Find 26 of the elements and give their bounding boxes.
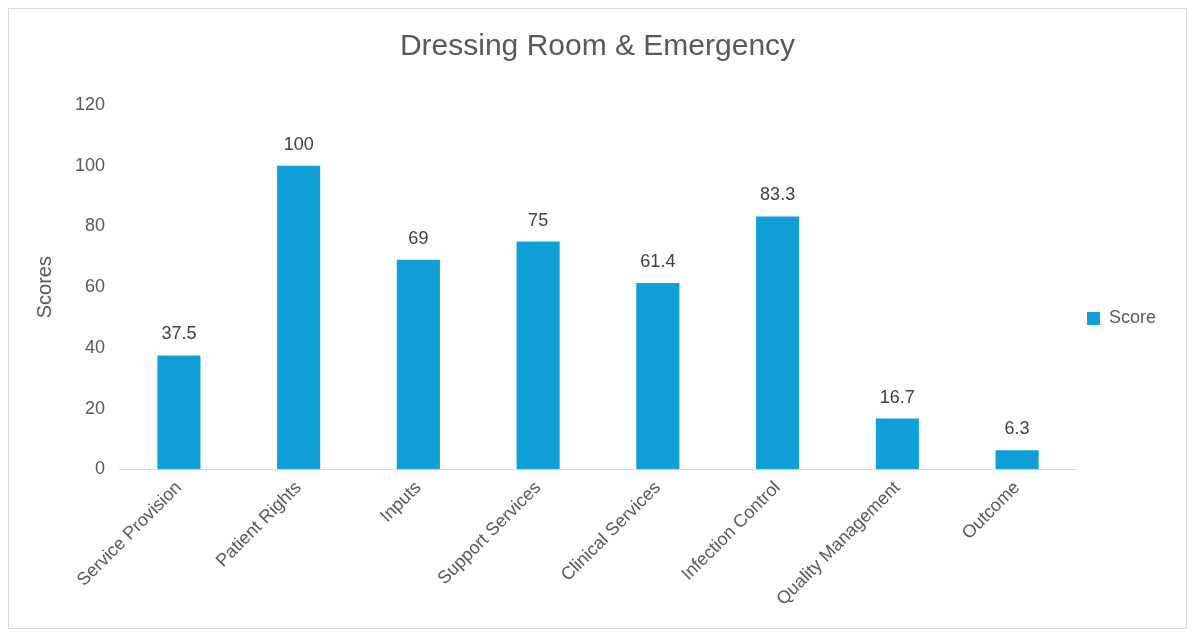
data-label: 37.5 bbox=[161, 323, 197, 344]
data-label: 69 bbox=[408, 227, 429, 248]
bar bbox=[157, 355, 201, 470]
y-tick-label: 60 bbox=[85, 276, 106, 297]
bar bbox=[516, 241, 560, 470]
y-tick-label: 20 bbox=[85, 397, 106, 418]
bar bbox=[756, 216, 800, 470]
y-tick-label: 100 bbox=[74, 154, 106, 175]
y-tick-label: 40 bbox=[85, 336, 106, 357]
y-tick-label: 0 bbox=[95, 458, 106, 479]
y-tick-label: 120 bbox=[74, 93, 106, 114]
bar bbox=[875, 418, 919, 470]
bar bbox=[277, 165, 321, 470]
data-label: 6.3 bbox=[1004, 418, 1030, 439]
legend-label: Score bbox=[1108, 307, 1157, 328]
data-label: 83.3 bbox=[760, 184, 796, 205]
data-label: 75 bbox=[528, 209, 549, 230]
data-label: 100 bbox=[283, 133, 314, 154]
data-label: 61.4 bbox=[640, 250, 676, 271]
y-tick-label: 80 bbox=[85, 215, 106, 236]
bar bbox=[995, 450, 1039, 470]
data-label: 16.7 bbox=[879, 386, 915, 407]
bar bbox=[396, 259, 440, 470]
chart-title: Dressing Room & Emergency bbox=[399, 28, 796, 62]
y-axis-title: Scores bbox=[32, 256, 55, 319]
bar bbox=[636, 282, 680, 470]
